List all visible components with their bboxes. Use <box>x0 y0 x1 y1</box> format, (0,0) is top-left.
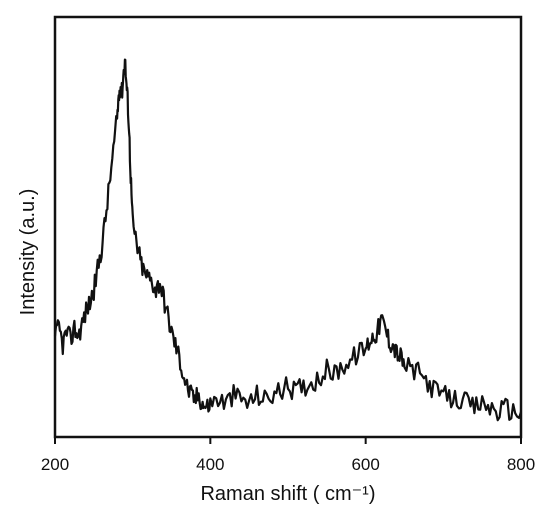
x-tick-label: 600 <box>351 455 379 474</box>
x-tick-label: 400 <box>196 455 224 474</box>
spectrum-line <box>53 58 523 422</box>
x-axis-title: Raman shift ( cm⁻¹) <box>200 483 375 505</box>
plot-frame <box>53 15 523 439</box>
x-tick-label: 800 <box>507 455 535 474</box>
x-tick-label: 200 <box>41 455 69 474</box>
x-axis-ticks: 200 400 600 800 <box>41 437 535 474</box>
y-axis-title: Intensity (a.u.) <box>17 189 39 316</box>
